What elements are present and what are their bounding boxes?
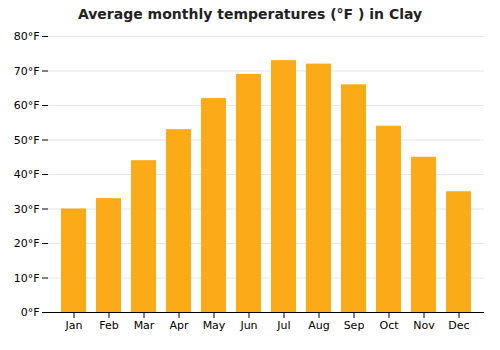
svg-text:Sep: Sep <box>344 319 365 332</box>
html-text:Average monthly temperatures (: Average monthly temperatures (°F ) in Cl… <box>77 6 423 22</box>
svg-text:Jan: Jan <box>65 319 83 332</box>
svg-text:0°F: 0°F <box>21 306 40 319</box>
svg-text:Jun: Jun <box>239 319 257 332</box>
svg-text:Mar: Mar <box>134 319 155 332</box>
svg-text:Apr: Apr <box>169 319 189 332</box>
svg-text:Dec: Dec <box>448 319 469 332</box>
svg-text:Feb: Feb <box>99 319 118 332</box>
svg-text:70°F: 70°F <box>14 65 40 78</box>
svg-text:30°F: 30°F <box>14 203 40 216</box>
svg-text:Nov: Nov <box>413 319 435 332</box>
svg-text:May: May <box>203 319 226 332</box>
svg-text:10°F: 10°F <box>14 272 40 285</box>
svg-text:Jul: Jul <box>276 319 290 332</box>
svg-text:20°F: 20°F <box>14 237 40 250</box>
svg-text:60°F: 60°F <box>14 99 40 112</box>
svg-text:50°F: 50°F <box>14 134 40 147</box>
svg-text:80°F: 80°F <box>14 30 40 43</box>
svg-text:Oct: Oct <box>379 319 399 332</box>
svg-text:Aug: Aug <box>308 319 329 332</box>
svg-text:40°F: 40°F <box>14 168 40 181</box>
